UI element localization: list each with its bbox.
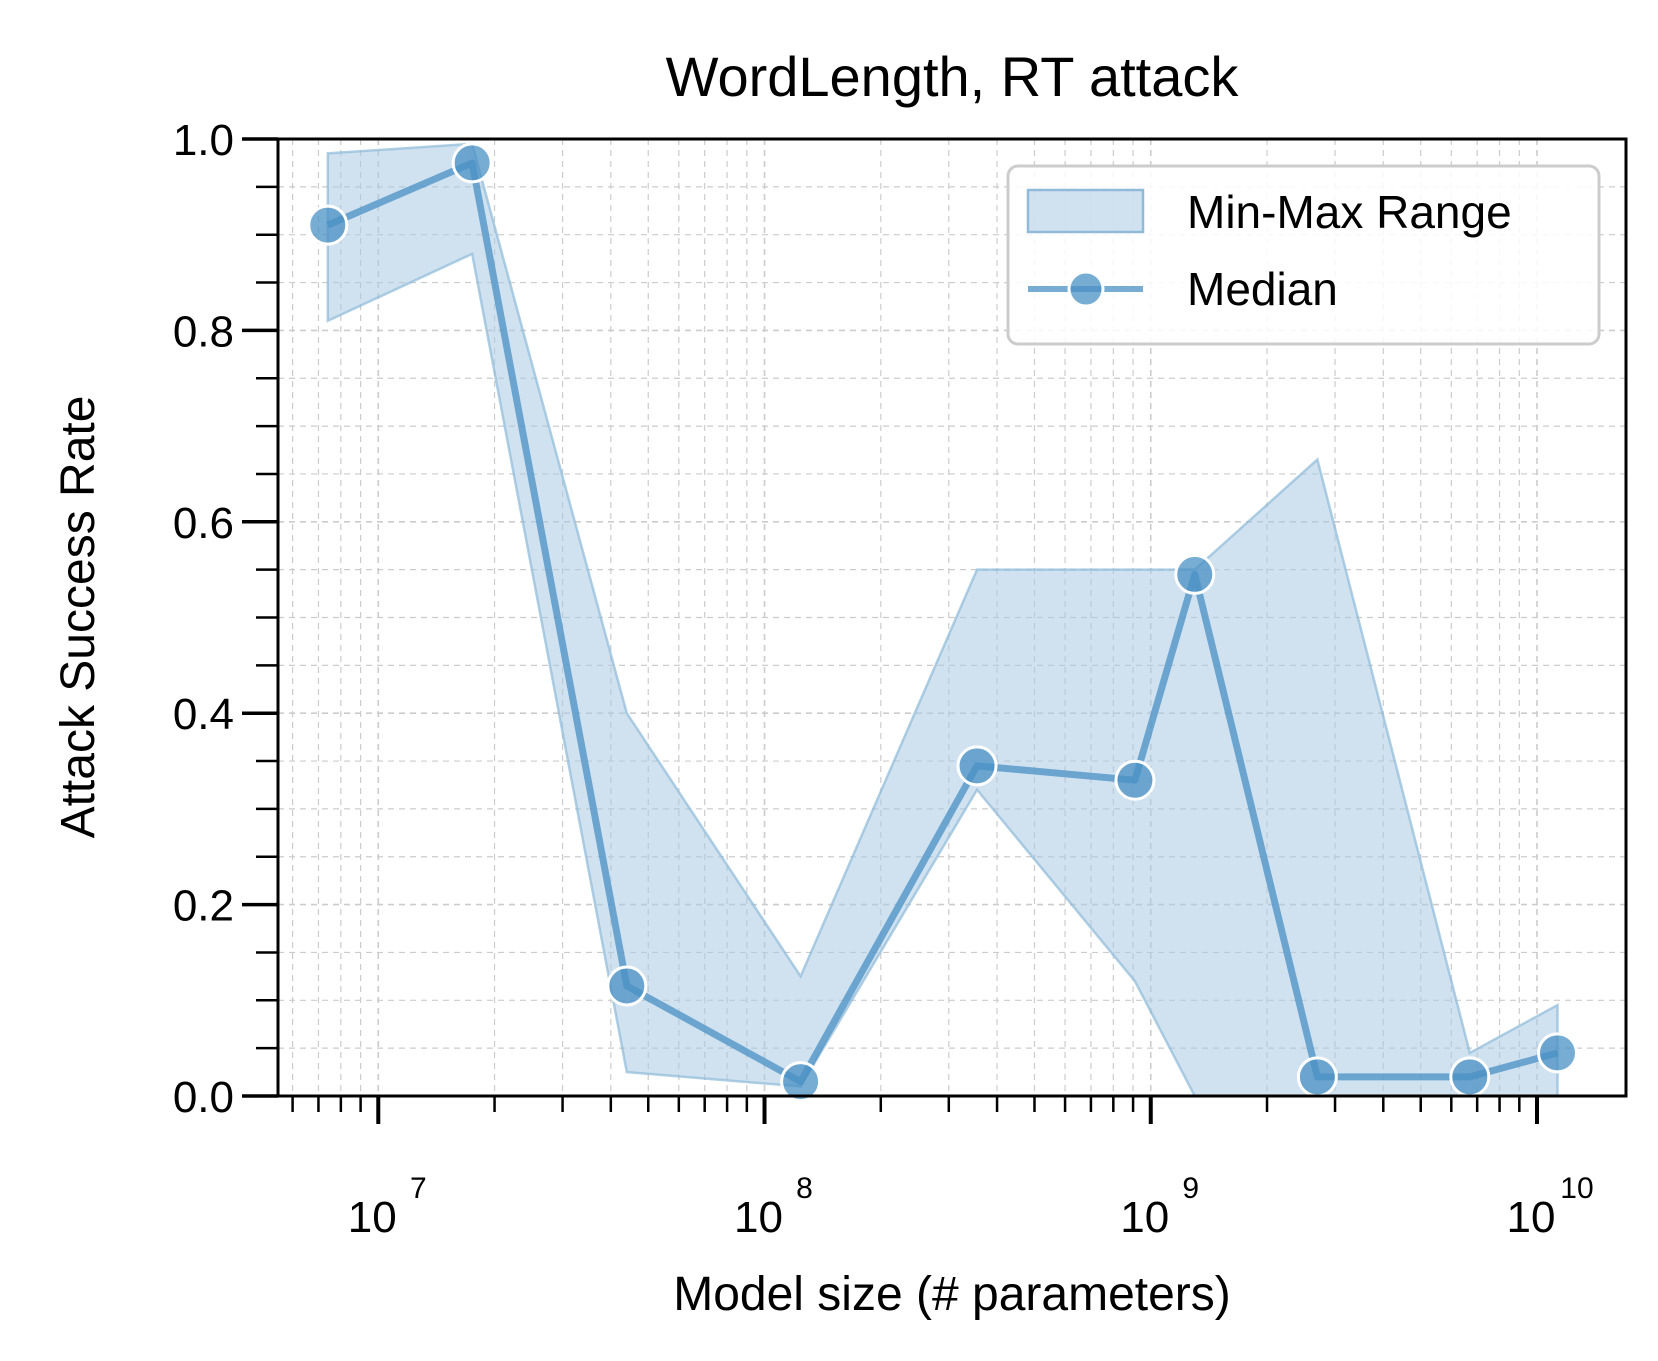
y-tick-label: 0.6 (173, 499, 234, 548)
median-point (1176, 555, 1214, 593)
chart-title: WordLength, RT attack (666, 45, 1240, 108)
median-point (608, 967, 646, 1005)
median-point (1538, 1034, 1576, 1072)
x-tick-label: 10 (348, 1193, 397, 1242)
y-tick-label: 1.0 (173, 116, 234, 165)
median-point (309, 206, 347, 244)
y-tick-label: 0.8 (173, 307, 234, 356)
x-tick-label: 10 (734, 1193, 783, 1242)
median-point (453, 144, 491, 182)
median-point (1298, 1058, 1336, 1096)
median-point (1451, 1058, 1489, 1096)
x-axis-label: Model size (# parameters) (673, 1268, 1231, 1321)
y-axis-label: Attack Success Rate (52, 396, 105, 839)
legend: Min-Max Range Median (1008, 166, 1599, 344)
median-point (958, 747, 996, 785)
x-tick-exponent: 8 (796, 1172, 813, 1205)
median-point (1116, 761, 1154, 799)
x-tick-exponent: 10 (1560, 1172, 1593, 1205)
legend-median-label: Median (1187, 263, 1338, 315)
x-tick-label: 10 (1507, 1193, 1556, 1242)
legend-band-label: Min-Max Range (1187, 186, 1512, 238)
legend-median-marker (1069, 272, 1103, 306)
x-tick-label: 10 (1120, 1193, 1169, 1242)
y-tick-label: 0.4 (173, 690, 234, 739)
x-tick-exponent: 7 (410, 1172, 427, 1205)
legend-band-swatch (1028, 190, 1143, 232)
x-tick-exponent: 9 (1182, 1172, 1199, 1205)
y-tick-label: 0.0 (173, 1073, 234, 1122)
y-tick-label: 0.2 (173, 882, 234, 931)
